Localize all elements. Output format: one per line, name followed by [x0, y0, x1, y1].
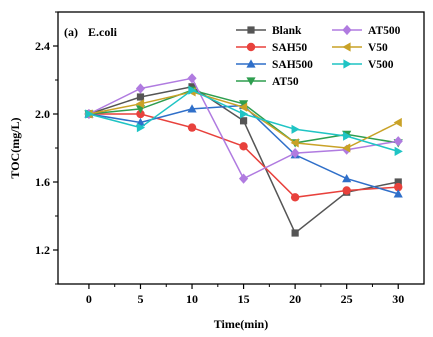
data-point-v500	[239, 109, 249, 119]
data-point-blank	[291, 229, 299, 237]
data-point-sah50	[290, 193, 300, 202]
data-point-sah50	[394, 182, 403, 192]
x-tick-label: 30	[392, 292, 404, 306]
data-point-sah50	[187, 123, 197, 132]
y-axis-title: TOC(mg/L)	[8, 117, 22, 178]
data-point-at500	[393, 136, 403, 147]
data-point-sah50	[239, 142, 248, 151]
data-point-at500	[238, 173, 249, 184]
data-point-v50	[238, 102, 248, 112]
data-point-blank	[394, 178, 402, 186]
y-tick-label: 2.0	[35, 107, 50, 121]
data-point-sah50	[136, 109, 145, 119]
legend-label-blank: Blank	[272, 25, 302, 37]
x-tick-label: 0	[86, 292, 92, 306]
x-tick-label: 15	[238, 292, 250, 306]
legend-label-v500: V500	[368, 59, 394, 71]
legend-label-sah50: SAH50	[272, 42, 307, 54]
data-point-at500	[187, 73, 197, 84]
data-point-blank	[136, 93, 145, 101]
legend-label-v50: V50	[368, 42, 388, 54]
data-point-v500	[394, 146, 403, 156]
data-point-blank	[239, 117, 248, 125]
legend-marker-v50	[342, 42, 351, 52]
x-axis-title: Time(min)	[214, 317, 268, 331]
data-point-sah500	[342, 174, 352, 183]
data-point-v500	[343, 131, 352, 141]
data-point-sah50	[342, 186, 351, 195]
legend-marker-sah500	[246, 59, 256, 68]
panel-title: E.coli	[88, 25, 118, 39]
x-tick-label: 10	[186, 292, 198, 306]
data-point-at500	[135, 83, 146, 94]
data-point-v50	[290, 138, 299, 148]
data-point-v50	[342, 143, 351, 153]
x-tick-label: 5	[137, 292, 143, 306]
panel-label: (a)	[64, 25, 78, 39]
legend-label-sah500: SAH500	[272, 59, 313, 71]
legend-marker-sah50	[246, 42, 256, 52]
data-point-v50	[393, 117, 402, 128]
legend-marker-blank	[247, 26, 255, 34]
legend-label-at50: AT50	[272, 76, 299, 88]
data-point-sah500	[393, 189, 403, 198]
legend-label-at500: AT500	[368, 25, 401, 37]
data-point-v500	[188, 85, 197, 95]
data-point-v500	[85, 109, 94, 119]
data-point-v500	[291, 124, 300, 134]
data-point-at50	[238, 100, 249, 109]
data-point-sah500	[187, 104, 197, 113]
x-tick-label: 25	[341, 292, 353, 306]
data-point-v50	[135, 99, 145, 109]
legend-marker-v500	[343, 59, 352, 69]
x-tick-label: 20	[289, 292, 301, 306]
series-line-at500	[88, 77, 399, 180]
y-tick-label: 1.2	[35, 243, 50, 257]
data-point-v500	[136, 123, 146, 133]
legend-marker-at500	[342, 24, 352, 36]
data-point-at500	[290, 148, 300, 159]
y-tick-label: 1.6	[35, 175, 50, 189]
legend-marker-at50	[246, 77, 256, 86]
y-tick-label: 2.4	[35, 39, 50, 53]
